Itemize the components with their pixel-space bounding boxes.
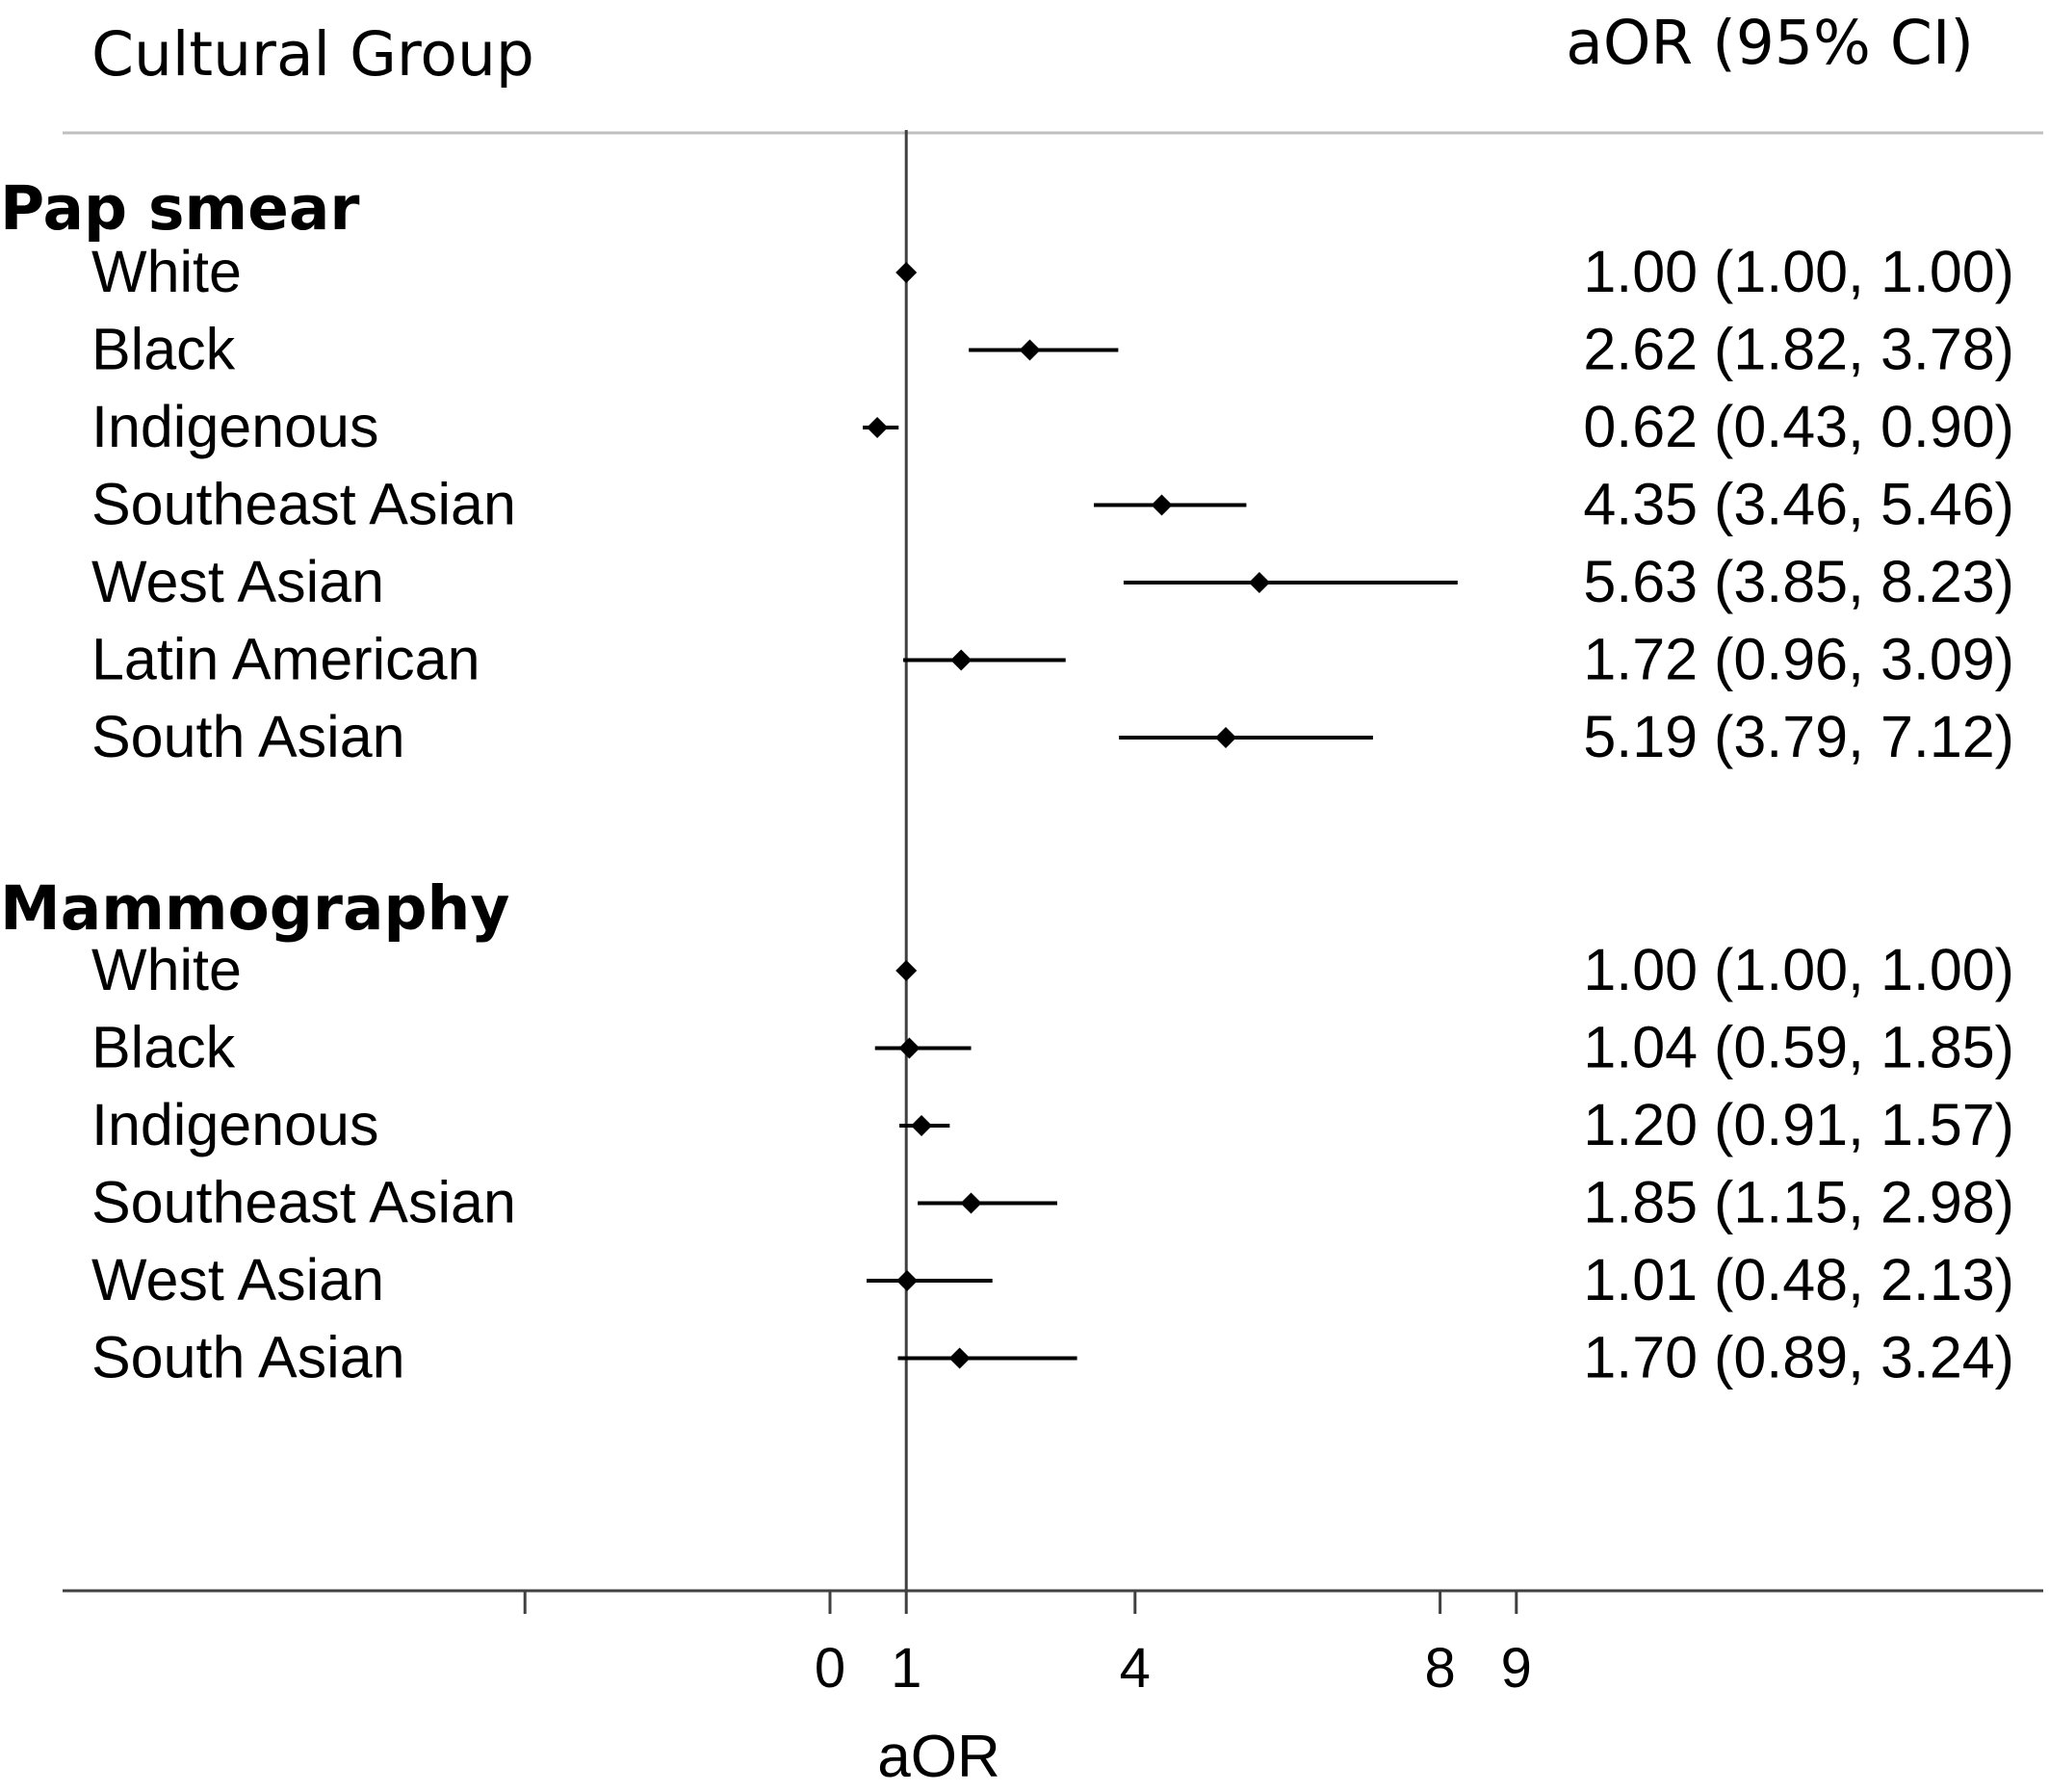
point-estimate: [1248, 572, 1270, 593]
row-group-label: Latin American: [91, 627, 480, 692]
group-column-header: Cultural Group: [91, 19, 534, 90]
row-estimate-label: 1.72 (0.96, 3.09): [1583, 627, 2014, 692]
row-estimate-label: 1.20 (0.91, 1.57): [1583, 1092, 2014, 1157]
row-estimate-label: 1.04 (0.59, 1.85): [1583, 1015, 2014, 1080]
row-estimate-label: 2.62 (1.82, 3.78): [1583, 317, 2014, 382]
row-group-label: West Asian: [91, 549, 384, 614]
row-group-label: White: [91, 239, 242, 304]
x-tick-label: 1: [891, 1637, 921, 1700]
section-title: Pap smear: [0, 173, 359, 244]
point-estimate: [1019, 339, 1041, 361]
row-estimate-label: 1.00 (1.00, 1.00): [1583, 937, 2014, 1002]
point-estimate: [895, 1270, 918, 1291]
x-tick-label: 9: [1501, 1637, 1532, 1700]
row-estimate-label: 0.62 (0.43, 0.90): [1583, 394, 2014, 459]
section-title: Mammography: [0, 873, 509, 944]
row-group-label: Southeast Asian: [91, 1170, 516, 1235]
row-group-label: South Asian: [91, 1325, 405, 1390]
point-estimate: [1151, 494, 1173, 516]
row-estimate-label: 1.85 (1.15, 2.98): [1583, 1170, 2014, 1235]
row-group-label: Black: [91, 317, 236, 382]
estimate-column-header: aOR (95% CI): [1566, 8, 1974, 78]
row-estimate-label: 1.00 (1.00, 1.00): [1583, 239, 2014, 304]
row-group-label: South Asian: [91, 704, 405, 769]
row-group-label: West Asian: [91, 1247, 384, 1312]
row-group-label: Black: [91, 1015, 236, 1080]
row-estimate-label: 1.70 (0.89, 3.24): [1583, 1325, 2014, 1390]
row-estimate-label: 5.63 (3.85, 8.23): [1583, 549, 2014, 614]
row-estimate-label: 4.35 (3.46, 5.46): [1583, 472, 2014, 537]
point-estimate: [960, 1192, 982, 1214]
point-estimate: [895, 262, 918, 283]
point-estimate: [895, 960, 918, 981]
point-estimate: [1215, 727, 1237, 748]
row-group-label: Indigenous: [91, 1092, 378, 1157]
row-group-label: Southeast Asian: [91, 472, 516, 537]
x-tick-label: 8: [1424, 1637, 1455, 1700]
point-estimate: [867, 417, 889, 438]
point-estimate: [911, 1115, 933, 1136]
x-tick-label: 0: [815, 1637, 845, 1700]
point-estimate: [948, 1347, 971, 1369]
point-estimate: [950, 649, 973, 671]
point-estimate: [898, 1037, 921, 1059]
x-axis-label: aOR: [877, 1724, 999, 1790]
row-estimate-label: 1.01 (0.48, 2.13): [1583, 1247, 2014, 1312]
row-group-label: Indigenous: [91, 394, 378, 459]
x-tick-label: 4: [1120, 1637, 1151, 1700]
row-group-label: White: [91, 937, 242, 1002]
row-estimate-label: 5.19 (3.79, 7.12): [1583, 704, 2014, 769]
